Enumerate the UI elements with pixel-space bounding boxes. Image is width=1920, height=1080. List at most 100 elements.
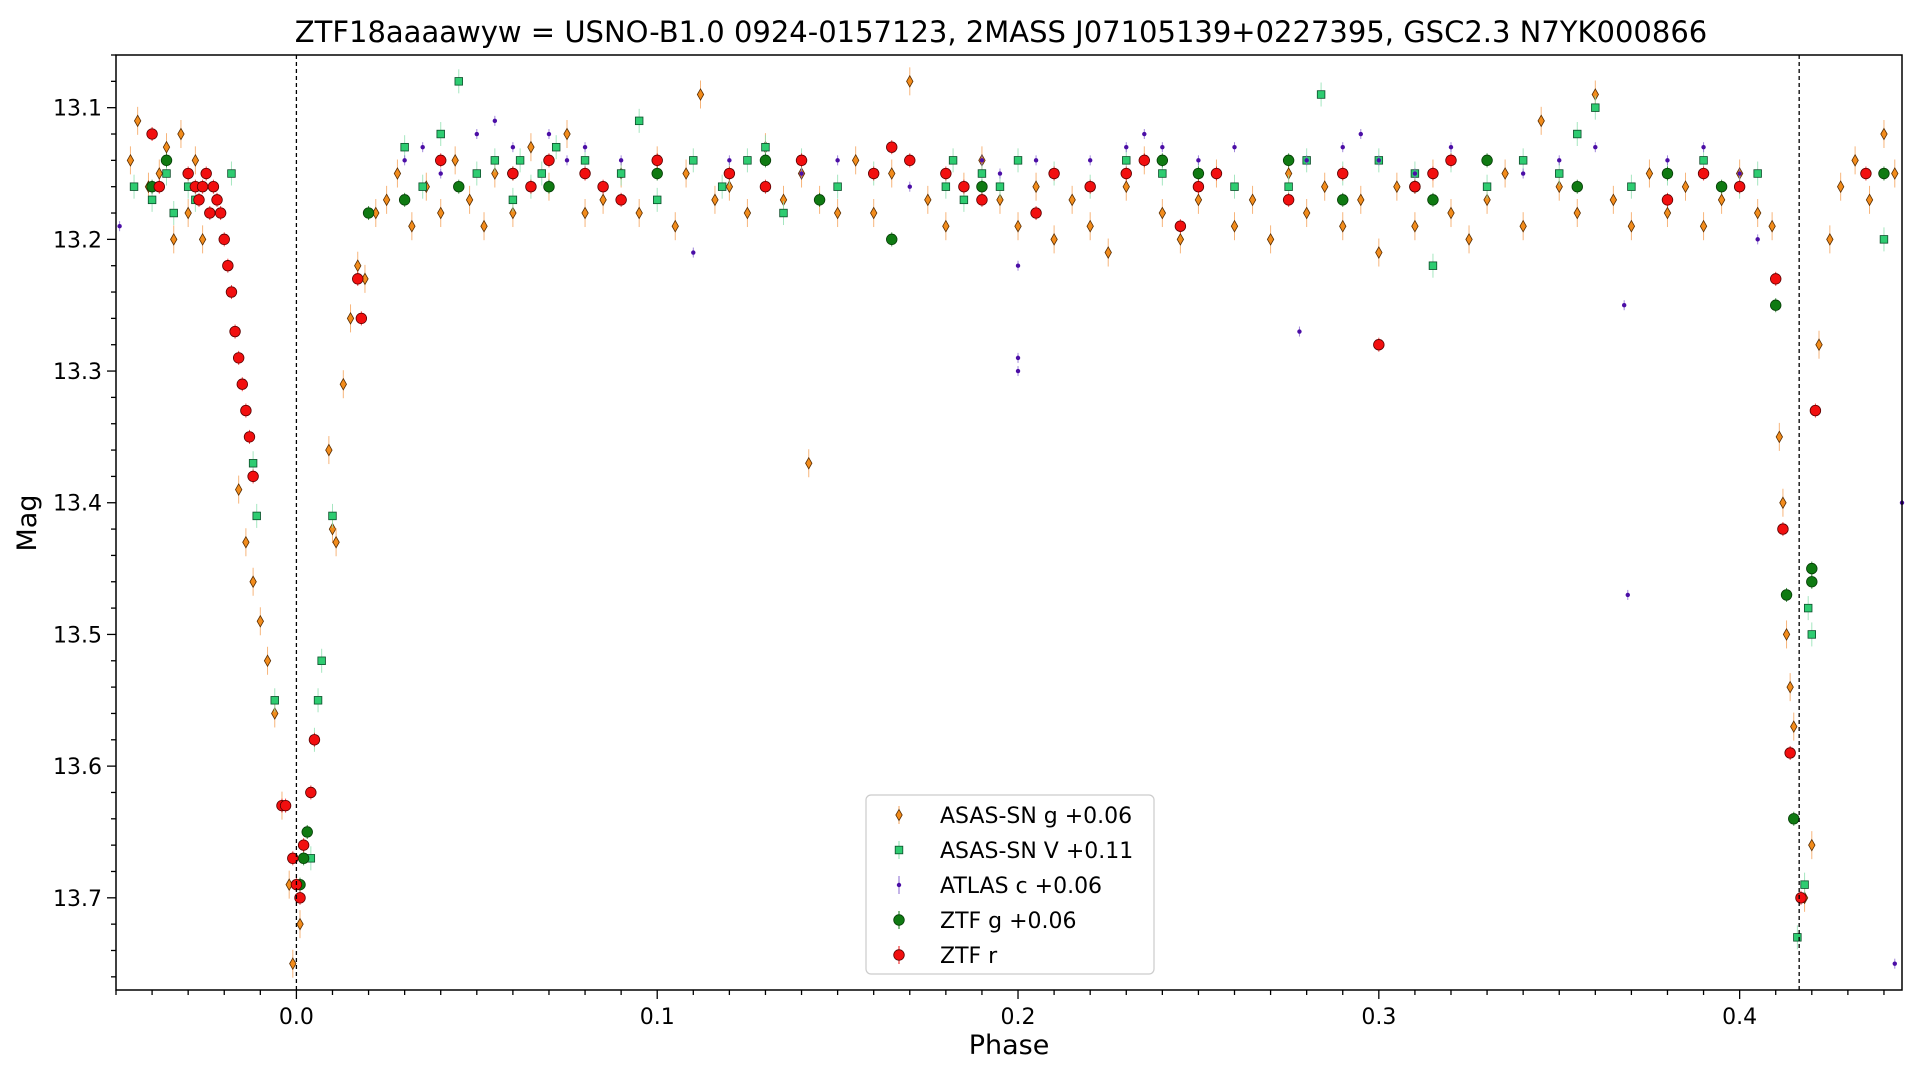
data-point xyxy=(271,707,279,720)
data-point xyxy=(227,169,236,178)
data-point xyxy=(1803,603,1813,613)
data-point xyxy=(204,207,216,219)
data-point xyxy=(1780,589,1793,601)
data-point xyxy=(1793,933,1802,942)
data-point xyxy=(779,208,788,218)
x-axis-ticks: 0.0 0.1 0.2 0.3 0.4 xyxy=(115,990,1885,1030)
data-point xyxy=(129,182,139,191)
data-point xyxy=(451,153,459,167)
x-axis-label: Phase xyxy=(969,1030,1050,1061)
data-point xyxy=(1048,167,1060,180)
data-point xyxy=(537,169,546,178)
data-point xyxy=(651,154,663,167)
data-point xyxy=(525,181,537,193)
data-point xyxy=(1737,171,1742,176)
data-point xyxy=(1050,232,1058,246)
data-point xyxy=(453,181,465,193)
data-point xyxy=(1481,154,1493,167)
data-point xyxy=(1104,246,1112,259)
data-point xyxy=(1032,180,1040,194)
data-point xyxy=(1316,90,1326,99)
data-point xyxy=(582,144,588,150)
data-point xyxy=(1033,158,1039,163)
data-point xyxy=(1176,232,1185,246)
data-point xyxy=(1770,273,1782,285)
data-point xyxy=(184,206,192,220)
data-point xyxy=(717,182,727,191)
data-point xyxy=(886,233,898,246)
data-point xyxy=(1775,430,1783,444)
data-point xyxy=(579,167,591,180)
data-point xyxy=(198,232,207,246)
data-point xyxy=(759,154,772,167)
data-point xyxy=(382,193,391,207)
data-point xyxy=(252,511,261,521)
data-point xyxy=(1571,181,1583,193)
data-point xyxy=(490,156,500,165)
data-point xyxy=(1427,167,1439,180)
data-point xyxy=(211,194,223,206)
data-point xyxy=(418,182,427,191)
data-point xyxy=(155,167,163,180)
data-point xyxy=(799,171,804,176)
data-point xyxy=(126,153,135,167)
data-point xyxy=(305,786,317,799)
legend-box xyxy=(865,794,1155,975)
data-point xyxy=(1297,329,1302,334)
data-point xyxy=(1373,339,1385,351)
data-point xyxy=(1779,496,1787,510)
data-point xyxy=(580,156,590,165)
data-point xyxy=(515,156,525,165)
legend-marker xyxy=(894,845,904,855)
data-point xyxy=(1194,193,1203,207)
data-point xyxy=(317,656,326,665)
data-point xyxy=(313,696,323,705)
data-point xyxy=(1015,263,1021,268)
data-point xyxy=(294,892,306,904)
data-point xyxy=(1807,630,1816,639)
data-point xyxy=(492,118,498,124)
data-point xyxy=(1593,144,1598,150)
data-point xyxy=(1282,154,1295,167)
x-tick-label: 0.2 xyxy=(1001,1005,1036,1030)
data-point xyxy=(597,181,609,193)
data-point xyxy=(996,193,1004,207)
data-point xyxy=(1892,961,1897,966)
data-point xyxy=(1068,193,1076,207)
data-point xyxy=(146,128,158,140)
data-point xyxy=(1782,628,1791,641)
data-point xyxy=(1754,206,1762,220)
data-point xyxy=(635,206,643,220)
data-point xyxy=(1337,194,1349,206)
data-point xyxy=(1879,235,1889,244)
data-point xyxy=(1230,182,1239,191)
data-point xyxy=(1465,232,1473,246)
data-point xyxy=(761,142,770,152)
plot-frame xyxy=(115,54,1903,991)
data-point xyxy=(240,404,252,417)
data-point xyxy=(1768,219,1776,233)
y-axis-label: Mag xyxy=(12,495,43,552)
data-point xyxy=(1445,154,1457,167)
data-point xyxy=(1851,153,1859,167)
data-point xyxy=(1448,144,1454,150)
data-point xyxy=(232,352,245,364)
data-point xyxy=(581,206,589,220)
data-point xyxy=(1282,194,1295,206)
data-point xyxy=(297,839,310,851)
legend-marker xyxy=(896,882,902,888)
data-point xyxy=(328,511,337,521)
data-point xyxy=(1192,167,1205,180)
data-point xyxy=(599,193,607,207)
y-tick-label: 13.3 xyxy=(53,360,102,385)
data-point xyxy=(564,158,570,163)
data-point xyxy=(507,167,519,180)
data-point xyxy=(133,114,142,128)
data-point xyxy=(247,470,259,483)
data-point xyxy=(235,483,243,496)
data-point xyxy=(941,182,951,191)
data-point xyxy=(1087,158,1093,163)
data-point xyxy=(696,88,705,101)
data-point xyxy=(1376,158,1382,163)
